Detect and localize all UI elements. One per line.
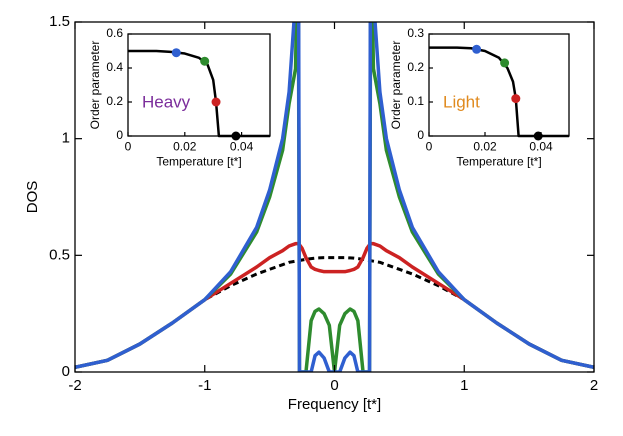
marker — [500, 58, 510, 68]
x-axis-label: Frequency [t*] — [288, 396, 381, 413]
series-line — [75, 22, 594, 372]
x-tick-label: 0.04 — [230, 140, 254, 154]
plot-area — [75, 22, 594, 372]
marker — [200, 56, 210, 66]
x-tick-label: 0 — [125, 140, 132, 154]
x-axis-label: Temperature [t*] — [156, 155, 241, 169]
y-tick-label: 1 — [62, 130, 70, 147]
annotation: Light — [443, 92, 480, 111]
plot-frame — [127, 33, 271, 137]
x-tick-label: 0 — [426, 140, 433, 154]
x-tick-label: -1 — [198, 377, 211, 394]
series-line — [75, 22, 594, 372]
y-tick-label: 0 — [417, 128, 424, 142]
marker — [211, 97, 221, 107]
y-axis-label: Order parameter — [88, 41, 102, 130]
y-tick-label: 0 — [62, 363, 70, 380]
annotation: Heavy — [142, 92, 191, 111]
x-tick-label: 0 — [330, 377, 338, 394]
y-tick-label: 0.1 — [407, 94, 424, 108]
y-tick-label: 0.3 — [407, 26, 424, 40]
x-tick-label: 1 — [460, 377, 468, 394]
x-tick-label: 0.02 — [473, 140, 497, 154]
x-axis-label: Temperature [t*] — [456, 155, 541, 169]
series-line — [75, 256, 594, 369]
marker — [171, 48, 181, 58]
inset-background — [429, 34, 569, 136]
y-axis-label: Order parameter — [389, 41, 403, 130]
y-tick-label: 0.4 — [106, 60, 123, 74]
plot-frame — [428, 33, 570, 137]
inset-background — [128, 34, 270, 136]
marker — [511, 94, 521, 104]
marker — [472, 44, 482, 54]
y-tick-label: 0.2 — [106, 94, 123, 108]
y-tick-label: 0.6 — [106, 26, 123, 40]
y-axis-label: DOS — [24, 181, 41, 214]
series-line — [75, 241, 594, 370]
y-tick-label: 0 — [116, 128, 123, 142]
x-tick-label: 0.02 — [173, 140, 197, 154]
x-tick-label: -2 — [68, 377, 81, 394]
x-tick-label: 0.04 — [529, 140, 553, 154]
x-tick-label: 2 — [590, 377, 598, 394]
y-tick-label: 0.2 — [407, 60, 424, 74]
y-tick-label: 1.5 — [49, 13, 70, 30]
plot-frame — [74, 21, 595, 373]
y-tick-label: 0.5 — [49, 246, 70, 263]
